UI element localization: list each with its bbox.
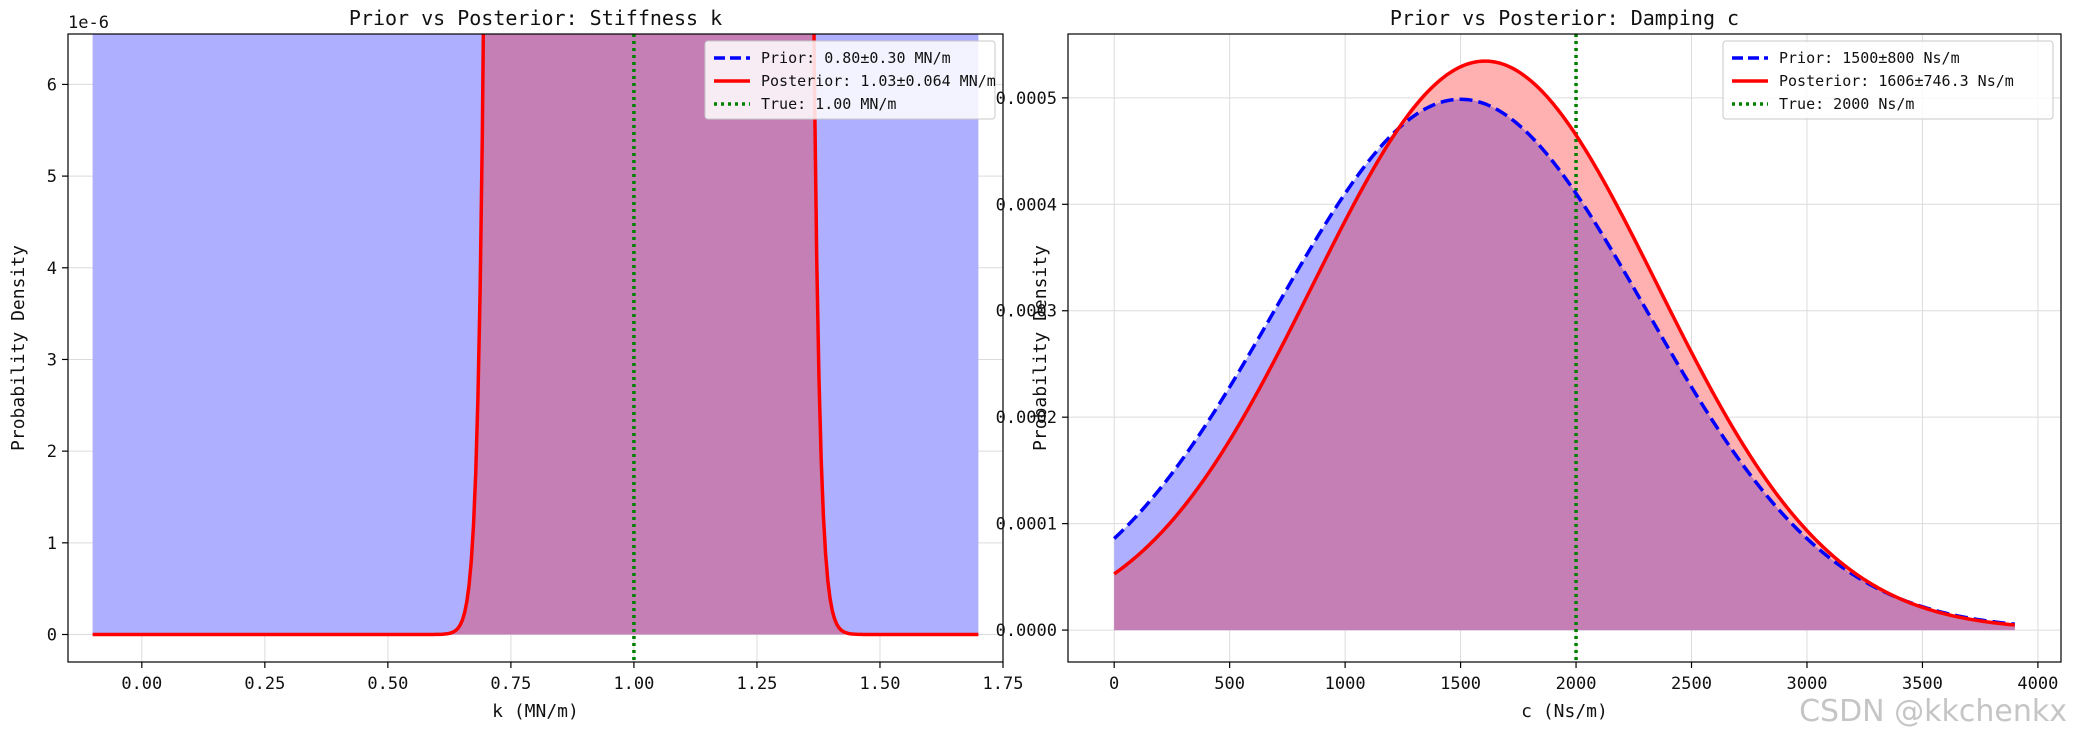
y-tick-label: 5: [47, 167, 57, 187]
y-tick-label: 2: [47, 442, 57, 462]
x-tick-label: 3500: [1902, 674, 1943, 694]
x-tick-label: 4000: [2017, 674, 2058, 694]
x-tick-label: 0.00: [121, 674, 162, 694]
chart-title: Prior vs Posterior: Stiffness k: [349, 6, 722, 30]
x-tick-label: 1.00: [613, 674, 654, 694]
plot-area: [1112, 34, 2015, 662]
legend-prior-label: Prior: 1500±800 Ns/m: [1779, 49, 1960, 67]
y-axis-label: Probability Density: [1030, 245, 1051, 451]
legend-true-label: True: 1.00 MN/m: [761, 95, 896, 113]
y-tick-label: 6: [47, 75, 57, 95]
x-tick-label: 2500: [1671, 674, 1712, 694]
x-tick-label: 2000: [1556, 674, 1597, 694]
y-offset-label: 1e-6: [68, 13, 109, 33]
stiffness-chart: 0.00 0.25 0.50 0.75 1.00 1.25 1.50 1.75 0 1 2 3 4 5 6 1…: [8, 6, 1024, 722]
damping-chart: 0 500 1000 1500 2000 2500 3000 3500 4000 0.0000 0.…: [996, 6, 2062, 722]
legend-box: [704, 40, 996, 120]
legend-true-label: True: 2000 Ns/m: [1779, 95, 1914, 113]
legend-box: [1722, 40, 2054, 120]
x-tick-label: 1.50: [859, 674, 900, 694]
y-tick-label: 0.0002: [996, 408, 1057, 428]
y-tick-label: 0.0001: [996, 515, 1057, 535]
x-tick-label: 0: [1109, 674, 1119, 694]
x-tick-label: 500: [1214, 674, 1245, 694]
x-tick-label: 0.75: [490, 674, 531, 694]
x-axis-label: k (MN/m): [492, 701, 579, 722]
overlap-fill: [1114, 99, 2015, 631]
legend: Prior: 1500±800 Ns/m Posterior: 1606±746.…: [1722, 40, 2054, 120]
posterior-line: [1113, 59, 2015, 627]
legend-posterior-label: Posterior: 1.03±0.064 MN/m: [761, 72, 996, 90]
y-tick-label: 4: [47, 259, 57, 279]
y-axis-label: Probability Density: [8, 245, 29, 451]
x-tick-label: 1000: [1325, 674, 1366, 694]
legend-posterior-label: Posterior: 1606±746.3 Ns/m: [1779, 72, 2014, 90]
y-tick-label: 1: [47, 534, 57, 554]
y-tick-label: 0.0004: [996, 195, 1057, 215]
y-tick-label: 0.0003: [996, 302, 1057, 322]
y-tick-label: 0.0005: [996, 89, 1057, 109]
x-tick-label: 3000: [1787, 674, 1828, 694]
x-tick-label: 0.50: [367, 674, 408, 694]
y-tick-label: 0.0000: [996, 621, 1057, 641]
x-tick-label: 1500: [1440, 674, 1481, 694]
y-tick-label: 3: [47, 350, 57, 370]
x-tick-label: 1.25: [736, 674, 777, 694]
prior-line: [1112, 97, 2015, 626]
x-axis-label: c (Ns/m): [1521, 701, 1608, 722]
legend-prior-label: Prior: 0.80±0.30 MN/m: [761, 49, 951, 67]
watermark: CSDN @kkchenkx: [1799, 694, 2067, 729]
x-tick-label: 0.25: [244, 674, 285, 694]
axes-frame: [1067, 33, 2062, 663]
y-tick-label: 0: [47, 625, 57, 645]
x-tick-label: 1.75: [983, 674, 1024, 694]
axes-frame: [67, 33, 1004, 663]
chart-title: Prior vs Posterior: Damping c: [1390, 6, 1739, 30]
legend: Prior: 0.80±0.30 MN/m Posterior: 1.03±0.0…: [704, 40, 996, 120]
